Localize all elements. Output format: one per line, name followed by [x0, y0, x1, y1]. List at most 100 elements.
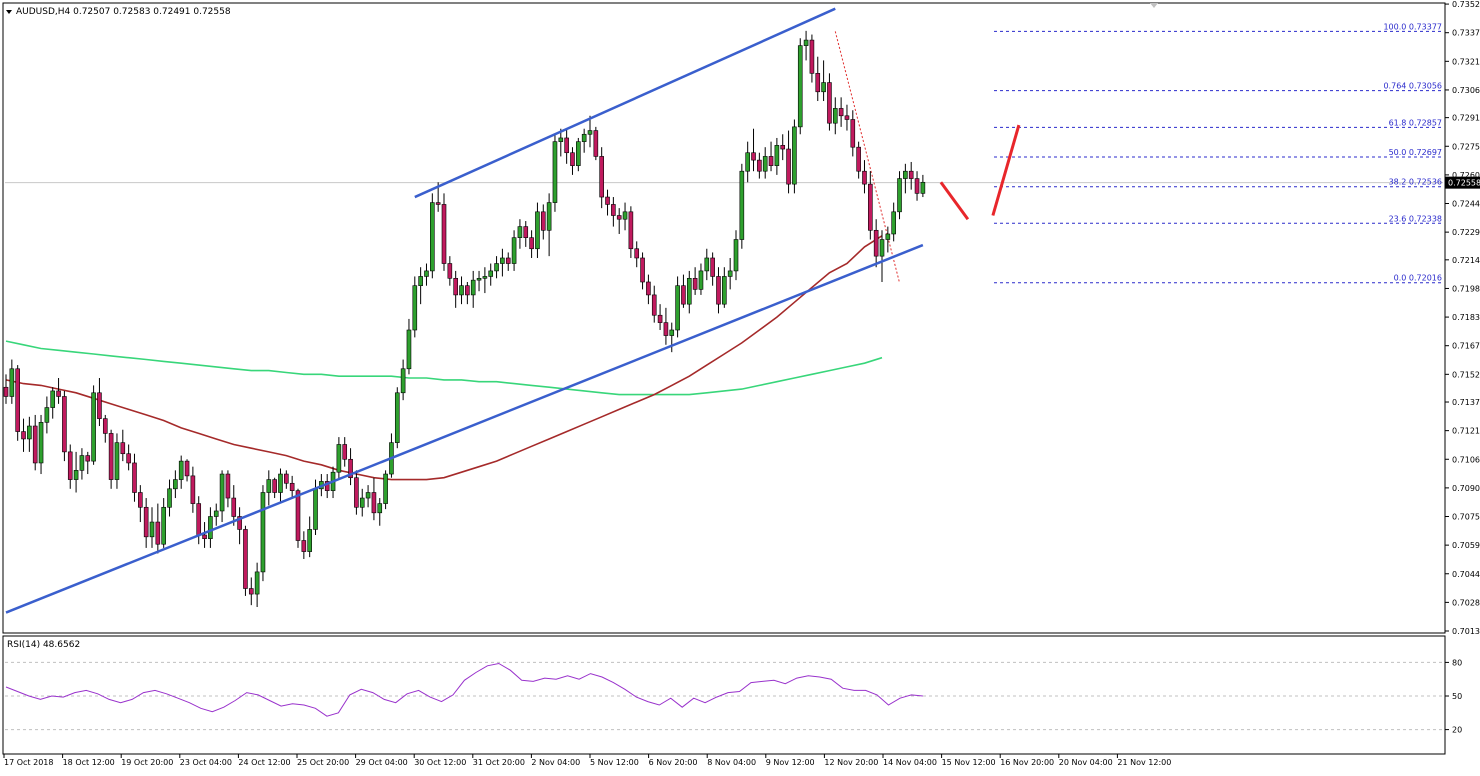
y-tick-label: 0.73215 [1452, 57, 1480, 66]
y-tick-label: 0.70285 [1452, 598, 1480, 607]
x-tick-label: 25 Oct 20:00 [297, 758, 349, 767]
candle-body [132, 462, 137, 493]
candle-body [114, 442, 120, 480]
candle-body [599, 156, 604, 198]
candle-body [447, 263, 453, 279]
candle-body [844, 115, 850, 120]
candle-body [727, 270, 733, 277]
candle-body [56, 390, 61, 397]
trendline [414, 7, 836, 199]
x-tick-label: 14 Nov 04:00 [883, 758, 937, 767]
candle-body [856, 146, 861, 172]
candle-body [821, 82, 826, 93]
candle-body [570, 152, 575, 166]
shift-marker-icon [1150, 3, 1158, 8]
candle-body [377, 503, 383, 514]
candle-body [9, 368, 15, 397]
candle-body [73, 470, 79, 480]
x-tick-label: 18 Oct 12:00 [63, 758, 115, 767]
candle-body [260, 492, 266, 573]
candle-body [470, 279, 476, 296]
candle-body [383, 473, 388, 504]
candle-body [418, 276, 423, 286]
candle-body [412, 285, 418, 331]
candle-body [301, 540, 307, 552]
candle-body [289, 482, 295, 491]
candle-body [278, 473, 283, 493]
candle-body [897, 178, 902, 213]
candle-body [435, 202, 441, 205]
symbol-info: AUDUSD,H4 0.72507 0.72583 0.72491 0.7255… [16, 7, 231, 17]
candle-body [885, 233, 891, 240]
candle-body [313, 488, 318, 530]
candle-body [517, 226, 523, 238]
x-tick-label: 16 Nov 20:00 [1000, 758, 1054, 767]
y-tick-label: 0.73525 [1452, 0, 1480, 9]
candle-body [914, 178, 920, 194]
candle-body [231, 497, 237, 517]
candle-body [611, 204, 616, 216]
candle-body [511, 237, 517, 264]
candle-body [348, 458, 353, 479]
candle-body [535, 211, 540, 250]
candle-body [254, 571, 260, 595]
rsi-tick-label: 20 [1452, 726, 1462, 735]
candle-body [768, 156, 774, 166]
candle-body [722, 276, 727, 305]
candle-body [558, 137, 564, 142]
candle-body [248, 588, 254, 595]
x-tick-label: 12 Nov 20:00 [824, 758, 878, 767]
candle-body [324, 481, 330, 491]
candle-body [581, 133, 587, 142]
x-tick-label: 17 Oct 2018 [4, 758, 53, 767]
candle-body [733, 239, 739, 272]
candle-body [67, 451, 73, 480]
x-tick-label: 2 Nov 04:00 [531, 758, 580, 767]
candle-body [213, 510, 219, 517]
candle-body [196, 503, 202, 536]
fib-level-label: 23.6 0.72338 [1389, 214, 1442, 223]
candle-body [792, 126, 797, 185]
candle-body [815, 73, 821, 93]
candle-body [838, 108, 844, 117]
y-tick-label: 0.70595 [1452, 541, 1480, 550]
candle-body [359, 497, 365, 508]
candle-body [108, 433, 114, 480]
candle-body [646, 281, 651, 296]
candle-body [453, 277, 458, 296]
candle-body [716, 276, 721, 305]
candle-body [190, 475, 196, 504]
candle-body [710, 257, 715, 277]
projection-down-line [939, 181, 970, 221]
candle-body [465, 285, 470, 296]
candle-body [564, 137, 569, 154]
y-tick-label: 0.72755 [1452, 142, 1480, 151]
candle-body [803, 39, 809, 46]
x-tick-label: 30 Oct 12:00 [414, 758, 466, 767]
candle-body [307, 529, 312, 552]
candle-body [482, 276, 488, 279]
candle-body [21, 431, 26, 440]
candle-body [237, 516, 242, 530]
collapse-triangle-icon[interactable] [6, 10, 12, 14]
candle-body [441, 204, 447, 264]
candle-body [873, 229, 879, 257]
candle-body [336, 444, 342, 473]
fib-level-label: 50.0 0.72697 [1389, 148, 1442, 157]
fib-level-label: 0.764 0.73056 [1383, 82, 1442, 91]
candle-body [243, 529, 248, 589]
fib-level-label: 0.0 0.72016 [1394, 274, 1442, 283]
candle-body [809, 39, 815, 74]
candle-body [786, 148, 791, 185]
x-tick-label: 15 Nov 12:00 [942, 758, 996, 767]
candle-body [891, 211, 896, 235]
y-tick-label: 0.71215 [1452, 427, 1480, 436]
fib-connector-line [834, 31, 901, 283]
x-tick-label: 31 Oct 20:00 [473, 758, 525, 767]
